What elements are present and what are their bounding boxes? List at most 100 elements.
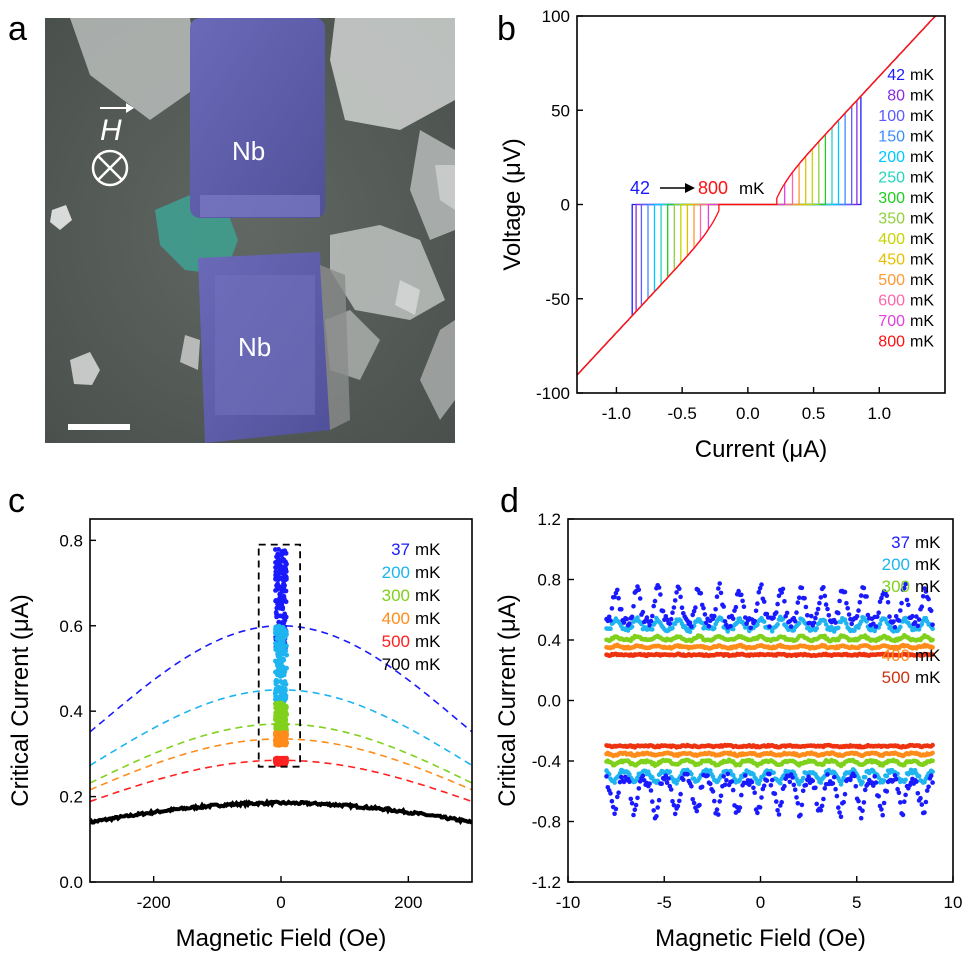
ic-point-37mk bbox=[283, 573, 288, 579]
ic-point-200mk bbox=[796, 621, 802, 626]
y-tick-label: 50 bbox=[551, 101, 570, 120]
ic-point-37mk bbox=[825, 606, 830, 612]
ic-point-37mk bbox=[854, 614, 860, 619]
ic-point-37mk bbox=[862, 787, 868, 793]
ic-point-200mk bbox=[708, 768, 713, 773]
ic-point-37mk bbox=[825, 772, 830, 777]
x-tick-label: 1.0 bbox=[867, 404, 891, 423]
ic-point-37mk bbox=[636, 587, 642, 593]
ic-point-37mk bbox=[718, 793, 724, 799]
ic-point-200mk bbox=[273, 631, 279, 637]
ic-point-37mk bbox=[918, 795, 923, 801]
ic-point-37mk bbox=[879, 807, 884, 812]
ic-point-37mk bbox=[872, 774, 877, 779]
legend-unit: mK bbox=[415, 563, 441, 582]
ic-point-200mk bbox=[730, 772, 736, 778]
ic-point-500mk bbox=[281, 757, 287, 762]
ic-point-37mk bbox=[895, 786, 900, 792]
ic-point-37mk bbox=[817, 600, 822, 606]
ic-point-37mk bbox=[710, 789, 716, 794]
ic-point-37mk bbox=[876, 610, 881, 615]
ic-point-37mk bbox=[893, 776, 899, 782]
ic-point-37mk bbox=[675, 803, 681, 809]
ic-point-37mk bbox=[697, 802, 702, 808]
ic-point-37mk bbox=[794, 795, 799, 800]
legend-temp-450: 450 bbox=[878, 252, 905, 269]
legend-temp-400: 400 bbox=[882, 646, 910, 665]
ic-point-37mk bbox=[836, 610, 841, 616]
ic-point-37mk bbox=[788, 624, 794, 629]
ic-point-200mk bbox=[278, 686, 284, 691]
ic-point-37mk bbox=[751, 785, 756, 791]
ic-point-37mk bbox=[896, 790, 902, 796]
ic-point-300mk bbox=[279, 703, 285, 709]
flake bbox=[420, 320, 455, 420]
ic-point-37mk bbox=[276, 584, 282, 590]
ic-point-200mk bbox=[755, 622, 760, 628]
ic-point-200mk bbox=[884, 773, 890, 779]
ic-point-37mk bbox=[898, 608, 903, 613]
x-tick-label: 0.0 bbox=[736, 404, 760, 423]
sem-image: Nb Nb H bbox=[45, 18, 455, 443]
ic-curve-700mk bbox=[90, 798, 472, 826]
ic-point-37mk bbox=[283, 588, 289, 594]
ic-point-37mk bbox=[609, 606, 615, 611]
ic-point-37mk bbox=[809, 613, 814, 619]
ic-point-37mk bbox=[606, 614, 612, 620]
ic-point-37mk bbox=[280, 595, 285, 600]
ic-point-37mk bbox=[876, 794, 881, 799]
annotation-unit: mK bbox=[739, 179, 765, 198]
ic-point-400mk bbox=[930, 645, 935, 650]
legend-unit: mK bbox=[910, 293, 934, 310]
legend-unit: mK bbox=[910, 313, 934, 330]
ic-point-37mk bbox=[887, 614, 892, 619]
ic-point-500mk bbox=[930, 742, 935, 748]
legend-temp-37: 37 bbox=[891, 533, 910, 552]
ic-point-37mk bbox=[685, 772, 690, 777]
ic-point-37mk bbox=[608, 791, 613, 796]
scale-bar bbox=[68, 424, 130, 430]
ic-point-37mk bbox=[604, 774, 609, 779]
ic-point-300mk bbox=[930, 637, 935, 643]
x-tick-label: 0 bbox=[276, 893, 285, 912]
ic-point-37mk bbox=[725, 771, 731, 777]
ic-point-37mk bbox=[678, 791, 683, 797]
ic-point-200mk bbox=[273, 677, 279, 683]
legend-temp-350: 350 bbox=[878, 211, 905, 228]
ic-point-200mk bbox=[838, 782, 844, 787]
ic-point-37mk bbox=[721, 604, 726, 609]
y-tick-label: -0.4 bbox=[532, 752, 561, 771]
ic-point-37mk bbox=[616, 595, 621, 601]
ic-point-200mk bbox=[273, 627, 278, 632]
ic-point-200mk bbox=[689, 771, 694, 777]
panel-c-axes: -200 0 200 0.0 0.2 0.4 0.6 0.8 Magnetic Field (O… bbox=[7, 518, 473, 952]
ic-point-37mk bbox=[616, 790, 621, 795]
ic-point-300mk bbox=[282, 718, 287, 724]
ic-point-200mk bbox=[280, 680, 285, 686]
ic-point-200mk bbox=[635, 775, 640, 780]
y-tick-label: 1.2 bbox=[537, 510, 561, 529]
ic-point-37mk bbox=[717, 799, 722, 804]
ic-point-37mk bbox=[916, 617, 922, 622]
ic-point-37mk bbox=[810, 778, 815, 784]
ic-point-37mk bbox=[636, 786, 642, 791]
ic-point-37mk bbox=[629, 614, 635, 620]
ic-point-200mk bbox=[814, 626, 819, 631]
ic-point-37mk bbox=[879, 595, 884, 601]
ic-point-37mk bbox=[651, 603, 656, 609]
legend-temp-800: 800 bbox=[878, 334, 905, 351]
ic-point-37mk bbox=[757, 805, 763, 810]
ic-point-37mk bbox=[658, 592, 663, 597]
ic-point-200mk bbox=[877, 621, 883, 627]
legend-temp-42: 42 bbox=[887, 67, 905, 84]
ic-point-37mk bbox=[631, 812, 636, 818]
ic-point-37mk bbox=[779, 800, 784, 805]
legend-temp-200: 200 bbox=[878, 149, 905, 166]
ic-point-37mk bbox=[648, 618, 654, 624]
ic-point-37mk bbox=[733, 604, 739, 610]
ic-point-37mk bbox=[632, 807, 638, 812]
panel-d-letter: d bbox=[500, 482, 519, 520]
ic-point-200mk bbox=[629, 624, 635, 629]
ic-point-37mk bbox=[613, 806, 619, 812]
